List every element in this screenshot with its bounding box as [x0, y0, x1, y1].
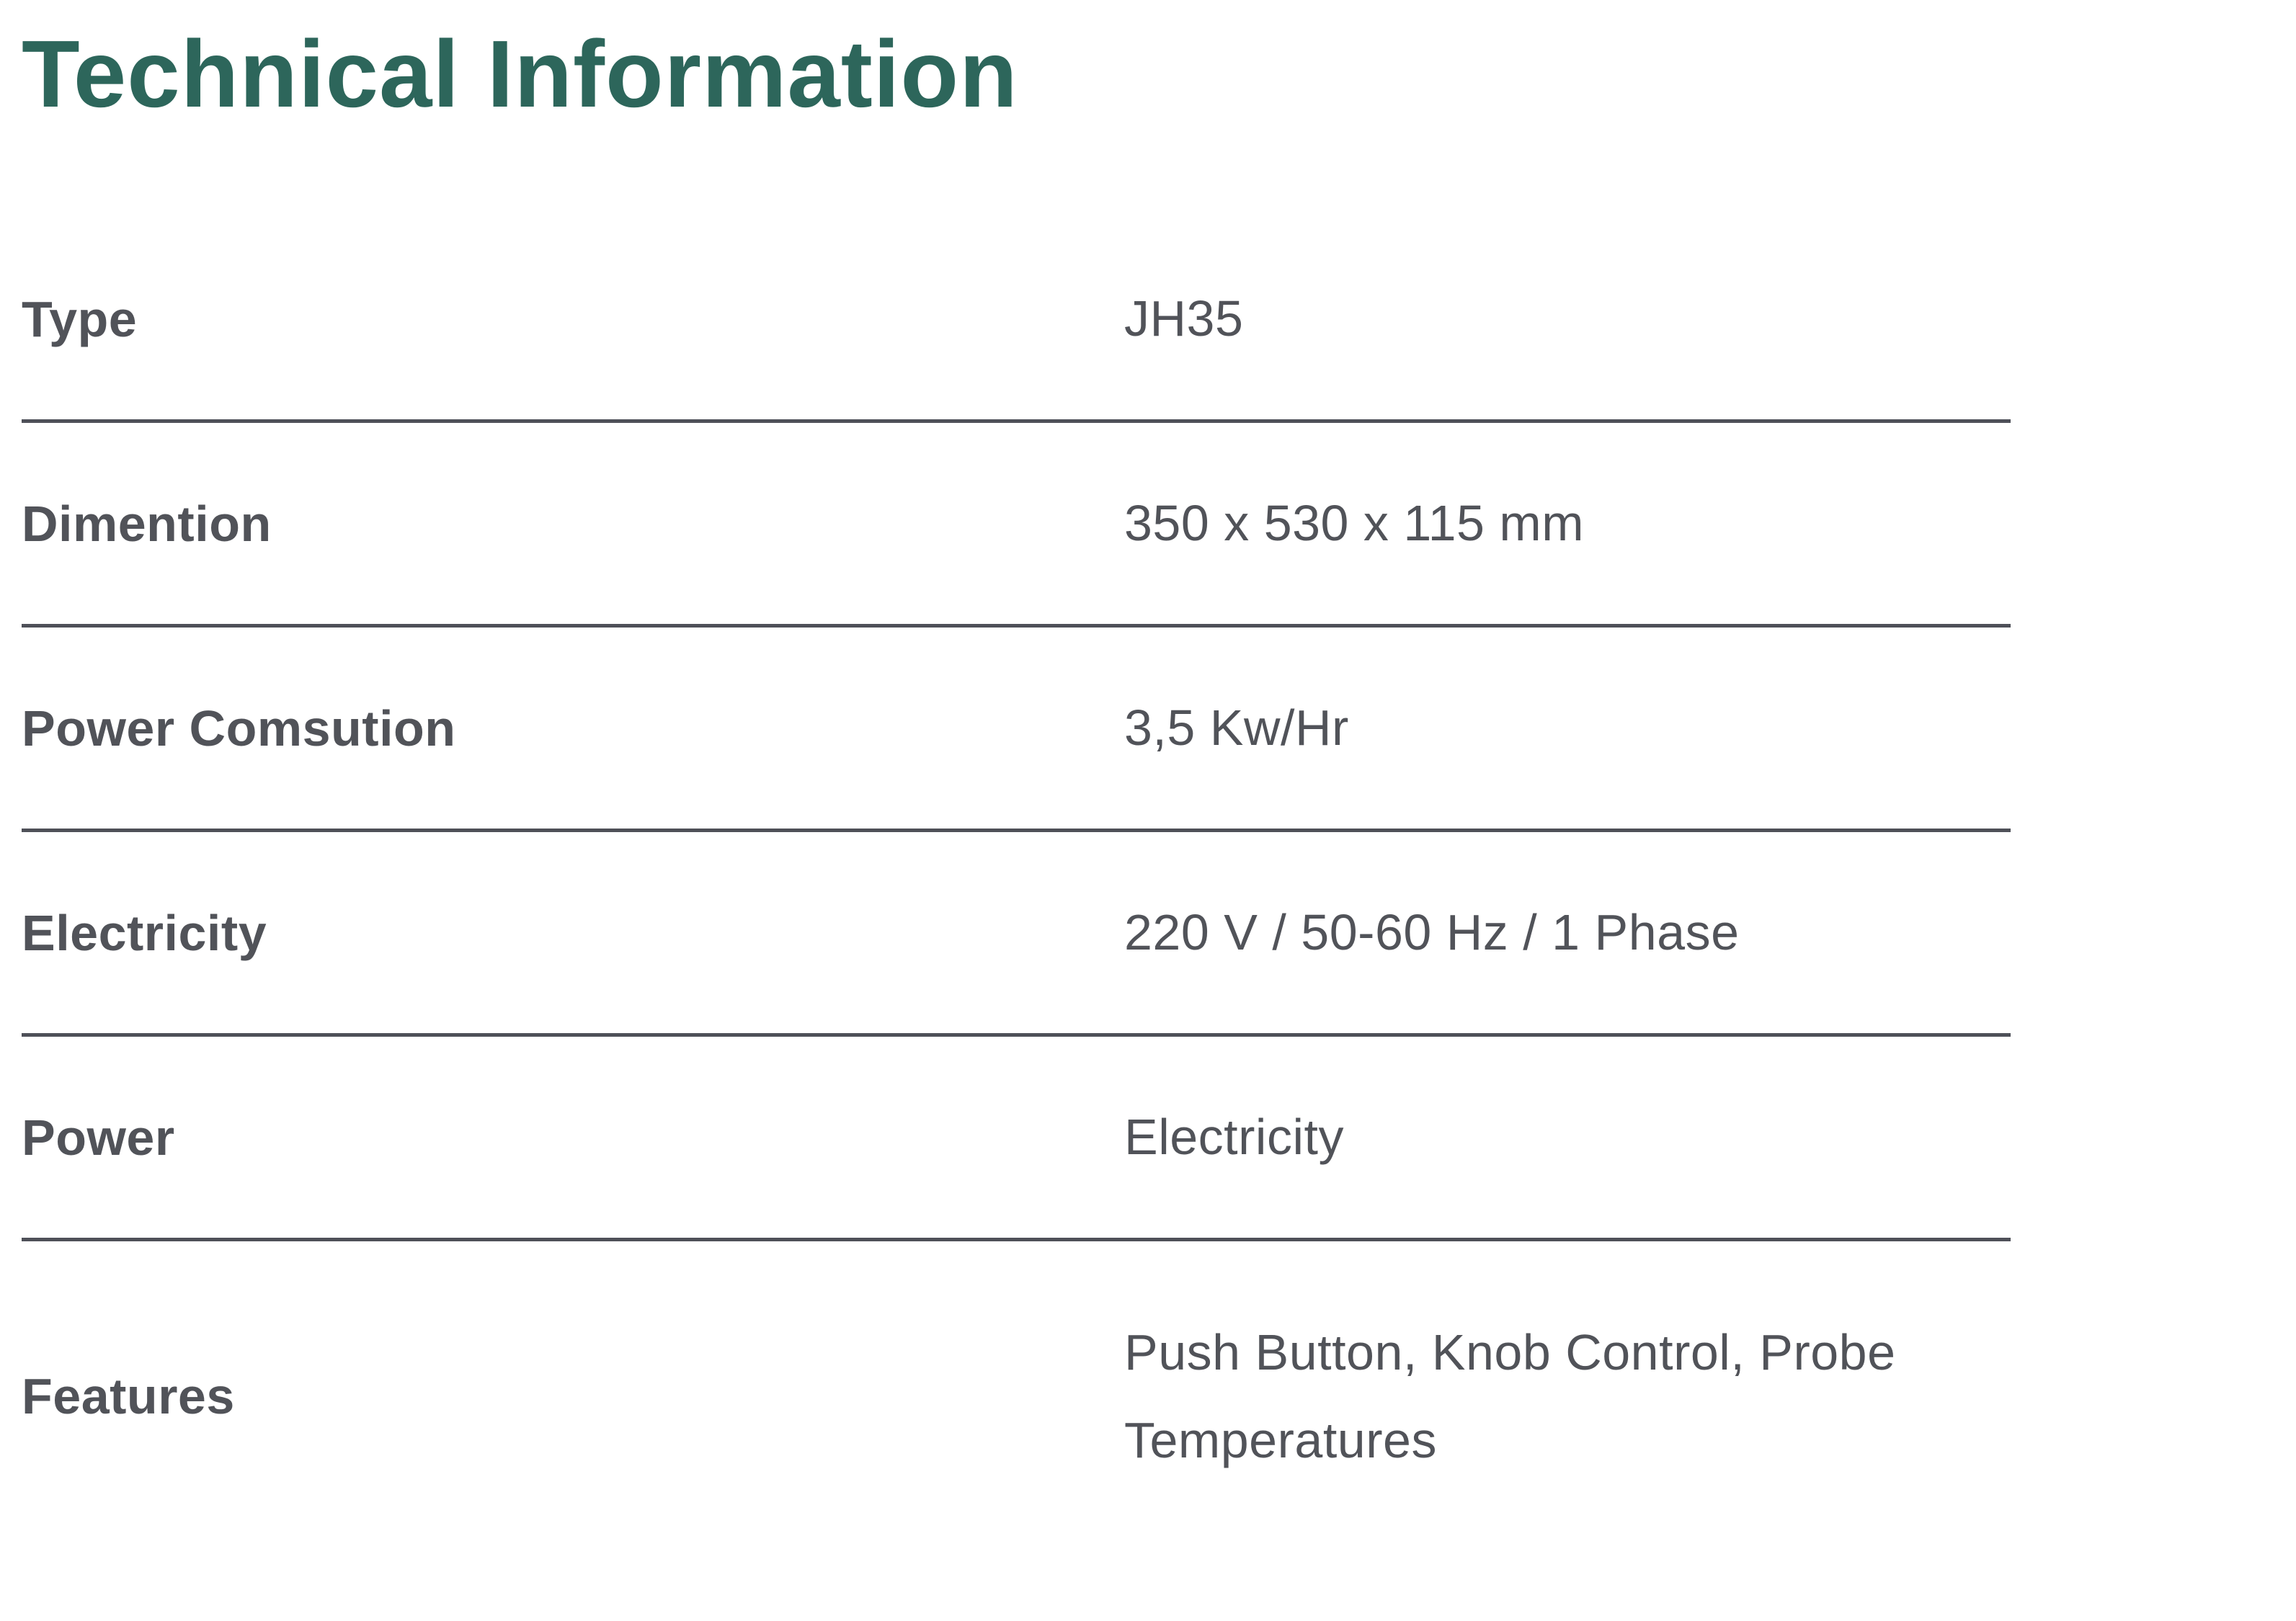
spec-table: Type JH35 Dimention 350 x 530 x 115 mm P… [22, 218, 2011, 1551]
spec-label: Power [22, 1109, 175, 1166]
spec-label: Dimention [22, 495, 272, 552]
spec-label: Power Comsution [22, 700, 456, 756]
spec-row: Features Push Button, Knob Control, Prob… [22, 1241, 2011, 1551]
spec-row: Type JH35 [22, 218, 2011, 424]
spec-label: Type [22, 290, 138, 347]
spec-value: JH35 [1124, 290, 1244, 347]
page-title: Technical Information [22, 21, 1018, 127]
spec-row: Power Electricity [22, 1037, 2011, 1242]
spec-value: Push Button, Knob Control, Probe Tempera… [1124, 1323, 1896, 1469]
spec-row: Electricity 220 V / 50-60 Hz / 1 Phase [22, 832, 2011, 1037]
spec-row: Dimention 350 x 530 x 115 mm [22, 423, 2011, 628]
spec-value: 350 x 530 x 115 mm [1124, 495, 1585, 552]
spec-row: Power Comsution 3,5 Kw/Hr [22, 628, 2011, 833]
spec-label: Features [22, 1368, 235, 1425]
spec-value: 3,5 Kw/Hr [1124, 700, 1349, 756]
spec-label: Electricity [22, 904, 267, 961]
spec-value: Electricity [1124, 1109, 1344, 1166]
spec-value: 220 V / 50-60 Hz / 1 Phase [1124, 904, 1740, 961]
technical-information-section: Technical Information Type JH35 Dimentio… [22, 21, 2011, 1551]
